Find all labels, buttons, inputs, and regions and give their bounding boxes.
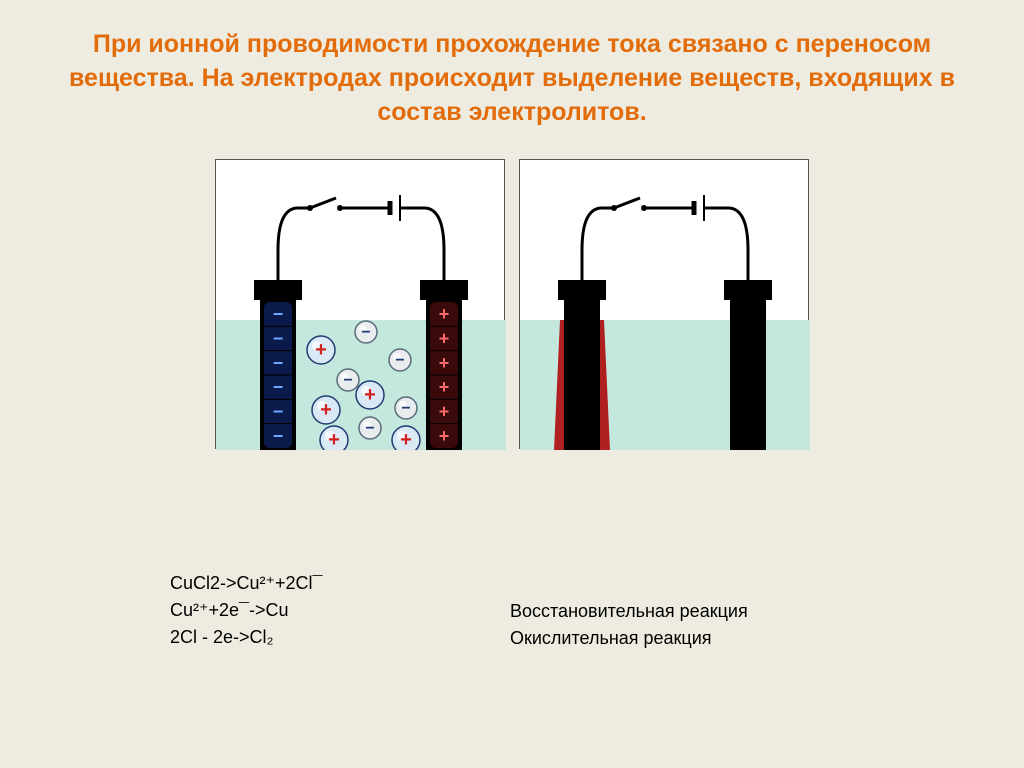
svg-text:−: − [343, 372, 352, 389]
svg-text:−: − [401, 400, 410, 417]
svg-text:−: − [395, 352, 404, 369]
svg-text:+: + [439, 377, 450, 397]
equation-1: CuCl2->Cu²⁺+2Cl¯ [170, 570, 323, 597]
electrolysis-diagram-before: −−−−−−+++++++−−−++−−++ [215, 159, 505, 449]
svg-text:−: − [273, 304, 284, 324]
svg-text:−: − [361, 324, 370, 341]
page-title: При ионной проводимости прохождение тока… [0, 0, 1024, 139]
svg-text:−: − [273, 402, 284, 422]
svg-text:−: − [273, 377, 284, 397]
svg-text:+: + [364, 384, 376, 406]
svg-text:+: + [439, 426, 450, 446]
svg-text:+: + [439, 329, 450, 349]
equation-2: Cu²⁺+2e¯->Cu [170, 597, 323, 624]
equation-3: 2Cl - 2e->Cl₂ [170, 624, 323, 651]
svg-text:−: − [273, 329, 284, 349]
reaction-labels: Восстановительная реакция Окислительная … [510, 598, 748, 652]
svg-text:+: + [320, 399, 332, 421]
svg-text:+: + [315, 339, 327, 361]
diagram-row: −−−−−−+++++++−−−++−−++ [0, 159, 1024, 449]
electrolysis-diagram-after [519, 159, 809, 449]
svg-text:+: + [400, 429, 412, 450]
svg-text:−: − [273, 426, 284, 446]
svg-text:+: + [328, 429, 340, 450]
reaction-label-3: Окислительная реакция [510, 625, 748, 652]
svg-text:−: − [365, 420, 374, 437]
svg-text:−: − [273, 353, 284, 373]
svg-text:+: + [439, 304, 450, 324]
equations-block: CuCl2->Cu²⁺+2Cl¯ Cu²⁺+2e¯->Cu 2Cl - 2e->… [170, 570, 323, 651]
svg-text:+: + [439, 353, 450, 373]
svg-text:+: + [439, 402, 450, 422]
reaction-label-2: Восстановительная реакция [510, 598, 748, 625]
